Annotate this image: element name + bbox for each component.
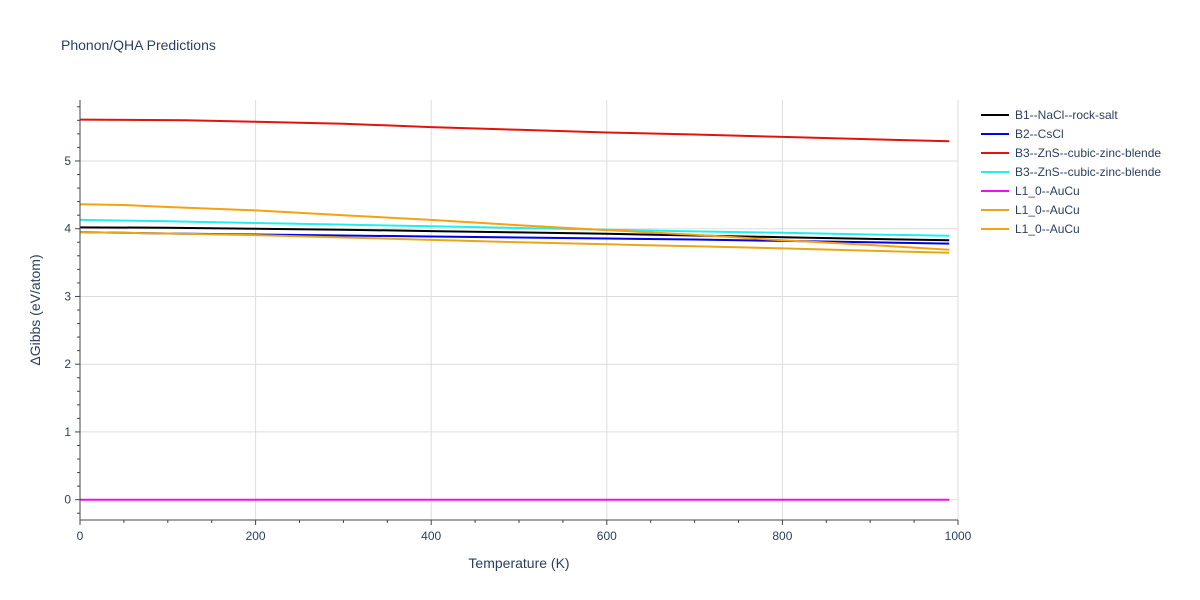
y-tick-label: 1 [64, 425, 71, 439]
chart-title: Phonon/QHA Predictions [61, 37, 216, 53]
x-tick-label: 600 [597, 529, 617, 543]
grid [79, 100, 959, 520]
series-line-2 [79, 118, 950, 143]
legend-label: L1_0--AuCu [1015, 203, 1080, 217]
x-tick-label: 1000 [945, 529, 972, 543]
series-line-5 [79, 231, 950, 254]
legend-label: L1_0--AuCu [1015, 222, 1080, 236]
x-tick-label: 400 [421, 529, 441, 543]
legend-item[interactable]: L1_0--AuCu [981, 222, 1080, 236]
legend-item[interactable]: B3--ZnS--cubic-zinc-blende [981, 165, 1161, 179]
legend-label: L1_0--AuCu [1015, 184, 1080, 198]
y-tick-label: 4 [64, 222, 71, 236]
series-line-6 [79, 203, 950, 251]
y-axis-title: ΔGibbs (eV/atom) [27, 254, 43, 365]
series-line-3 [79, 218, 950, 237]
series-line-0 [79, 226, 950, 242]
axes: 0 200 400 600 800 1000 0 1 2 3 4 5 [64, 100, 972, 543]
legend-item[interactable]: L1_0--AuCu [981, 203, 1080, 217]
y-tick-label: 3 [64, 289, 71, 303]
x-tick-label: 200 [246, 529, 266, 543]
legend-item[interactable]: L1_0--AuCu [981, 184, 1080, 198]
legend-item[interactable]: B3--ZnS--cubic-zinc-blende [981, 146, 1161, 160]
legend-label: B3--ZnS--cubic-zinc-blende [1015, 146, 1161, 160]
legend[interactable]: B1--NaCl--rock-salt B2--CsCl B3--ZnS--cubi… [981, 108, 1161, 236]
x-axis-title: Temperature (K) [468, 555, 569, 571]
legend-label: B2--CsCl [1015, 127, 1064, 141]
x-tick-label: 800 [772, 529, 792, 543]
legend-item[interactable]: B1--NaCl--rock-salt [981, 108, 1118, 122]
y-tick-label: 5 [64, 154, 71, 168]
plot-area [79, 118, 950, 501]
y-tick-label: 0 [64, 493, 71, 507]
legend-item[interactable]: B2--CsCl [981, 127, 1064, 141]
x-tick-label: 0 [77, 529, 84, 543]
legend-label: B1--NaCl--rock-salt [1015, 108, 1118, 122]
y-tick-label: 2 [64, 357, 71, 371]
legend-label: B3--ZnS--cubic-zinc-blende [1015, 165, 1161, 179]
